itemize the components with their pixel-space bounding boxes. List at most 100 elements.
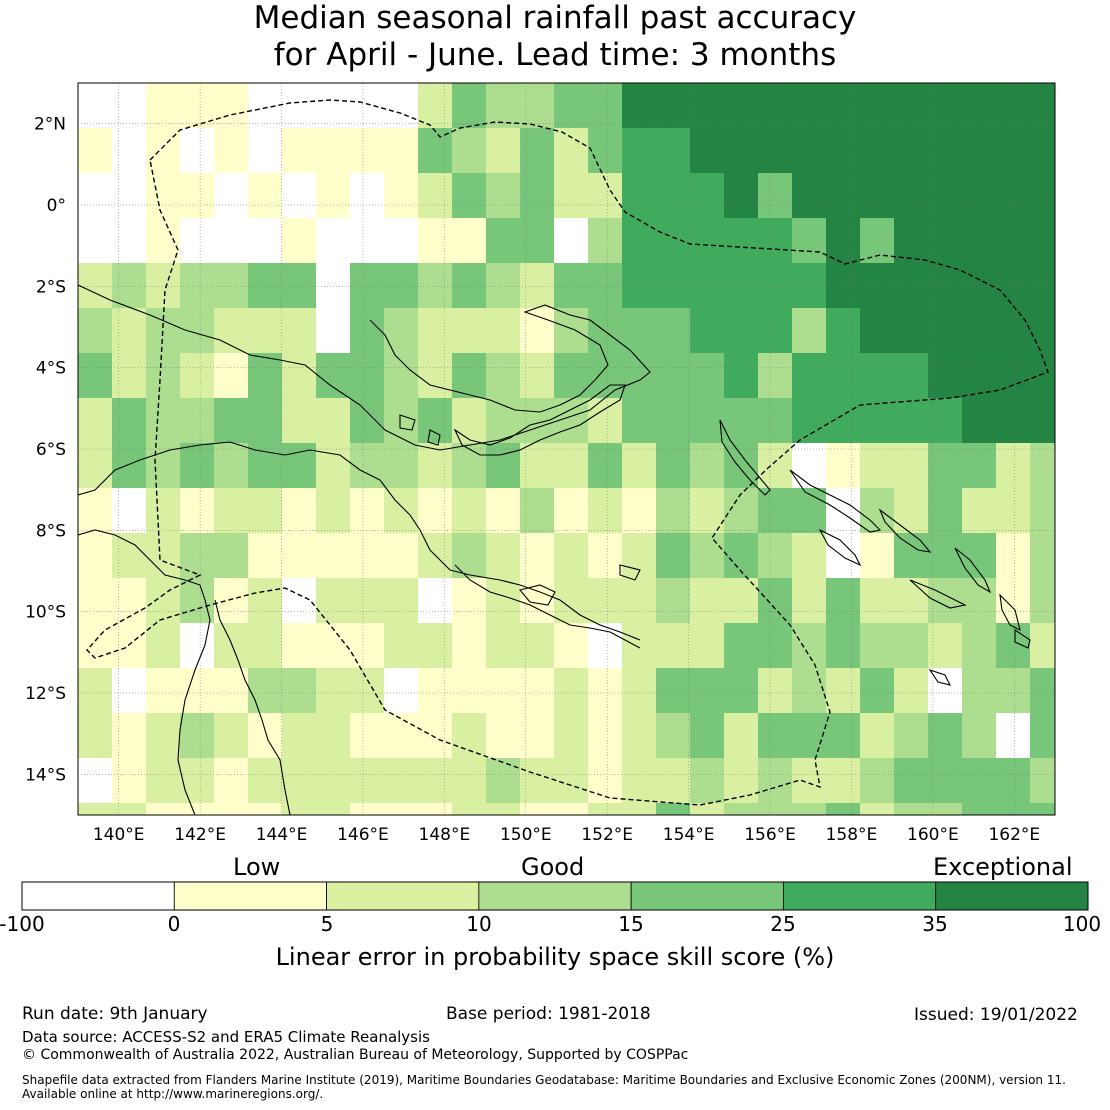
skill-cell xyxy=(860,758,894,803)
skill-cell xyxy=(758,803,792,815)
skill-cell xyxy=(350,83,384,128)
skill-cell xyxy=(792,533,826,578)
skill-cell xyxy=(928,128,962,173)
skill-cell xyxy=(1030,353,1055,398)
skill-cell xyxy=(554,263,588,308)
eez-boundary xyxy=(86,99,1049,806)
skill-cell xyxy=(146,488,180,533)
skill-cell xyxy=(112,713,146,758)
skill-cell xyxy=(1064,533,1098,578)
solomon-islands-coast xyxy=(789,469,992,609)
skill-cell xyxy=(554,758,588,803)
skill-cell xyxy=(996,128,1030,173)
colorbar xyxy=(21,881,1089,911)
skill-cell xyxy=(1064,488,1098,533)
shapefile-credit-line2: Available online at http://www.marinereg… xyxy=(22,1087,324,1101)
skill-cell xyxy=(112,533,146,578)
skill-cell xyxy=(486,128,520,173)
skill-cell xyxy=(962,398,996,443)
skill-cell xyxy=(1064,353,1098,398)
skill-cell xyxy=(180,713,214,758)
skill-cell xyxy=(928,173,962,218)
skill-cell xyxy=(724,218,758,263)
latitude-label: 8°S xyxy=(36,521,66,541)
skill-cell xyxy=(928,353,962,398)
skill-cell xyxy=(418,488,452,533)
skill-cell xyxy=(248,578,282,623)
skill-cell xyxy=(520,533,554,578)
skill-cell xyxy=(928,443,962,488)
skill-cell xyxy=(826,758,860,803)
skill-cell xyxy=(112,308,146,353)
skill-cell xyxy=(656,218,690,263)
skill-cell xyxy=(622,398,656,443)
skill-cell xyxy=(826,488,860,533)
skill-cell xyxy=(418,263,452,308)
skill-cell xyxy=(78,308,112,353)
skill-cell xyxy=(282,263,316,308)
skill-cell xyxy=(690,353,724,398)
skill-cell xyxy=(486,758,520,803)
latitude-label: 4°S xyxy=(36,359,66,379)
longitude-label: 144°E xyxy=(256,825,308,845)
skill-cell xyxy=(690,488,724,533)
skill-cell xyxy=(452,758,486,803)
skill-cell xyxy=(282,713,316,758)
skill-cell xyxy=(996,758,1030,803)
skill-cell xyxy=(248,443,282,488)
skill-cell xyxy=(894,488,928,533)
skill-cell xyxy=(316,713,350,758)
skill-cell xyxy=(78,758,112,803)
torres-strait-coast xyxy=(78,529,201,586)
skill-cell xyxy=(282,353,316,398)
skill-cell xyxy=(214,353,248,398)
skill-cell xyxy=(486,533,520,578)
skill-cell xyxy=(520,83,554,128)
skill-cell xyxy=(146,173,180,218)
skill-cell xyxy=(622,443,656,488)
skill-cell xyxy=(724,263,758,308)
map-title-line2: for April - June. Lead time: 3 months xyxy=(273,37,837,73)
skill-cell xyxy=(826,263,860,308)
skill-cell xyxy=(452,668,486,713)
skill-cell xyxy=(588,308,622,353)
skill-cell xyxy=(792,263,826,308)
skill-cell xyxy=(452,83,486,128)
skill-cell xyxy=(894,803,928,815)
skill-cell xyxy=(384,443,418,488)
skill-cell xyxy=(78,578,112,623)
skill-cell xyxy=(894,128,928,173)
skill-cell xyxy=(656,623,690,668)
skill-cell xyxy=(78,218,112,263)
cbar-tick-label: 10 xyxy=(466,912,492,936)
skill-cell xyxy=(622,758,656,803)
skill-cell xyxy=(962,533,996,578)
skill-cell xyxy=(758,128,792,173)
skill-cell xyxy=(860,308,894,353)
latitude-label: 2°N xyxy=(34,115,66,135)
skill-cell xyxy=(316,353,350,398)
skill-cell xyxy=(384,218,418,263)
skill-cell xyxy=(622,668,656,713)
skill-cell xyxy=(554,668,588,713)
skill-cell xyxy=(418,623,452,668)
skill-cell xyxy=(316,128,350,173)
skill-cell xyxy=(554,83,588,128)
bougainville-coast xyxy=(719,419,771,496)
skill-cell xyxy=(78,263,112,308)
longitude-label: 140°E xyxy=(93,825,145,845)
skill-cell xyxy=(282,173,316,218)
skill-cell xyxy=(758,218,792,263)
skill-cell xyxy=(1030,308,1055,353)
skill-cell xyxy=(520,713,554,758)
skill-cell xyxy=(724,443,758,488)
skill-cell xyxy=(180,443,214,488)
skill-cell xyxy=(316,443,350,488)
skill-cell xyxy=(248,713,282,758)
skill-cell xyxy=(758,308,792,353)
skill-cell xyxy=(78,713,112,758)
skill-cell xyxy=(180,128,214,173)
skill-cell xyxy=(418,578,452,623)
skill-cell xyxy=(860,668,894,713)
skill-cell xyxy=(996,218,1030,263)
